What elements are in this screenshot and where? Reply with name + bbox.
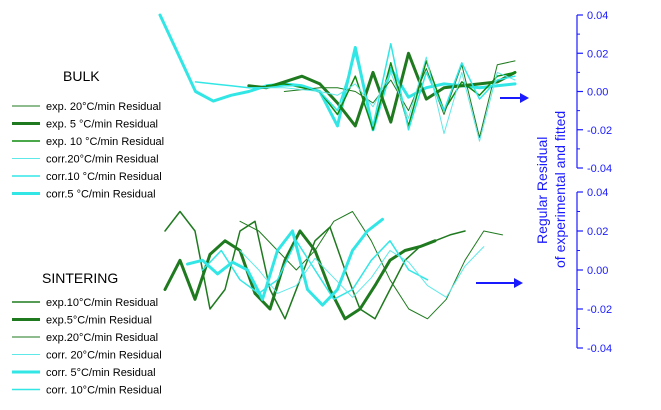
series-line-sint_exp20 [239, 211, 503, 320]
sintering-y-axis: 0.04 0.02 0.00 -0.02 -0.04 [576, 187, 612, 355]
y-tick-label: 0.00 [587, 87, 608, 99]
y-tick-label: 0.02 [587, 226, 608, 238]
sintering-arrow [476, 278, 523, 288]
y-tick-label: -0.04 [587, 343, 612, 355]
series-line-sint_exp5 [163, 229, 437, 321]
sintering-series-group [163, 210, 503, 321]
bulk-group-label: BULK [63, 68, 100, 84]
legend-label: corr. 5°C/min Residual [46, 367, 156, 379]
series-line-sint_exp10 [164, 210, 466, 320]
bulk-legend: exp. 20°C/min Residual exp. 5 °C/min Resi… [12, 101, 164, 201]
series-line-sint_corr20 [239, 246, 485, 298]
y-tick-label: 0.00 [587, 265, 608, 277]
axis-title-line1: Regular Residual [534, 137, 550, 244]
legend-label: corr.20°C/min Residual [46, 154, 159, 166]
y-tick-label: -0.02 [587, 125, 612, 137]
legend-label: exp. 10 °C/min Residual [46, 136, 164, 148]
axis-title-line2: of experimental and fitted [552, 111, 568, 268]
legend-label: corr.5 °C/min Residual [46, 189, 156, 201]
sintering-legend: exp.10°C/min Residual exp.5°C/min Residua… [12, 297, 162, 397]
legend-label: corr.10 °C/min Residual [46, 171, 162, 183]
y-tick-label: 0.04 [587, 187, 608, 199]
bulk-arrow [500, 93, 529, 103]
y-tick-label: -0.02 [587, 304, 612, 316]
legend-label: exp. 5 °C/min Residual [46, 119, 158, 131]
legend-label: exp.20°C/min Residual [46, 332, 158, 344]
y-tick-label: 0.02 [587, 48, 608, 60]
legend-label: exp.5°C/min Residual [46, 315, 152, 327]
series-line-bulk_corr10 [194, 42, 516, 131]
legend-label: exp.10°C/min Residual [46, 297, 158, 309]
series-line-bulk_corr20 [266, 56, 516, 142]
series-line-sint_corr5 [186, 217, 384, 307]
bulk-y-axis: 0.04 0.02 0.00 -0.02 -0.04 [576, 10, 612, 175]
y-tick-label: -0.04 [587, 163, 612, 175]
sintering-group-label: SINTERING [42, 270, 118, 286]
legend-label: corr. 20°C/min Residual [46, 350, 162, 362]
legend-label: corr. 10°C/min Residual [46, 385, 162, 397]
legend-label: exp. 20°C/min Residual [46, 101, 161, 113]
y-tick-label: 0.04 [587, 10, 608, 22]
bulk-series-group [158, 13, 517, 142]
series-line-sint_corr10 [201, 240, 429, 301]
